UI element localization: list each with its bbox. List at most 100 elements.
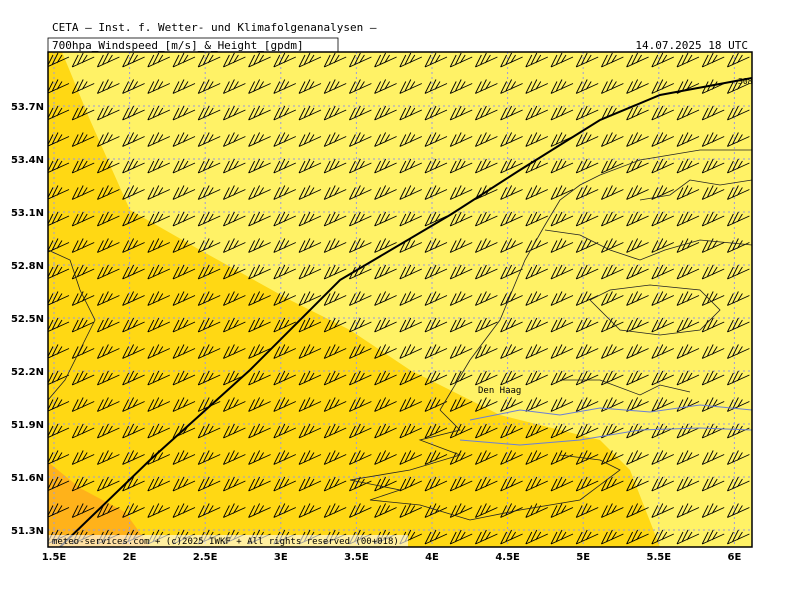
wind-barb [600,317,624,333]
lon-label: 1.5E [42,552,67,563]
wind-barb [575,317,599,333]
wind-barb [147,291,170,306]
wind-barb [575,185,599,200]
lat-label: 53.4N [11,155,44,166]
wind-barb [48,79,70,94]
wind-barb [651,185,674,200]
wind-barb [525,529,548,545]
wind-barb [626,238,649,253]
wind-barb [96,291,120,306]
wind-barb [676,52,700,68]
wind-barb [71,450,95,465]
wind-barb [575,79,599,94]
wind-barb [575,291,599,306]
wind-barb [122,503,145,518]
wind-barb [273,450,296,465]
wind-barb [753,186,775,200]
wind-barb [525,344,548,359]
wind-barb [600,185,624,200]
wind-barb [626,370,649,386]
wind-barb [651,370,674,386]
wind-barb [525,397,548,412]
lat-label: 51.9N [11,420,44,431]
wind-barb [48,503,70,518]
lat-label: 52.5N [11,314,44,325]
wind-barb [399,238,422,253]
wind-barb [172,476,196,492]
wind-barb [424,370,448,386]
wind-barb [172,344,196,359]
wind-barb [726,423,750,439]
wind-barb [600,211,624,227]
wind-barb [449,529,473,545]
footer-bg [48,535,408,547]
wind-barb [474,450,498,465]
wind-barb [122,158,145,174]
wind-barb [96,344,120,359]
wind-barb [48,423,70,439]
wind-barb [726,529,750,545]
wind-barb [500,370,523,386]
wind-barb [424,423,448,439]
wind-barb [550,79,574,94]
wind-barb [726,397,750,412]
wind-barb [626,344,649,359]
wind-barb [197,503,221,518]
wind-barb [399,264,422,280]
axis-labels: 1.5E 2E 2.5E 3E 3.5E 4E 4.5E 5E 5.5E 6E 53.7N 53.4N… [11,102,742,563]
wind-barb [525,79,548,94]
wind-barb [753,424,775,438]
wind-barb [147,344,170,359]
wind-barb [600,79,624,94]
wind-barb [600,503,624,518]
wind-barb [676,211,700,227]
wind-barb [676,132,700,147]
wind-barb [474,423,498,439]
wind-barb [424,158,448,174]
wind-barb [298,105,322,121]
wind-barb [600,344,624,359]
wind-barb [348,317,372,333]
wind-barb [550,105,574,121]
wind-barb [374,450,397,465]
wind-barb [273,476,296,492]
wind-barb [222,397,246,412]
wind-barb [424,105,448,121]
wind-barb [651,450,674,465]
wind-barb [147,211,170,227]
wind-barb [449,370,473,386]
wind-barb [525,238,548,253]
wind-barb [474,211,498,227]
wind-barb [424,344,448,359]
wind-barb [550,158,574,174]
wind-barb [424,211,448,227]
wind-barb [424,291,448,306]
wind-barb [399,158,422,174]
wind-barb [575,344,599,359]
wind-barb [197,423,221,439]
wind-barb [500,450,523,465]
wind-barb [96,185,120,200]
wind-barb [424,238,448,253]
wind-barb [222,211,246,227]
wind-barb [348,185,372,200]
wind-barb [374,264,397,280]
wind-barb [575,238,599,253]
lon-label: 4E [425,552,439,563]
wind-barb [651,476,674,492]
map-title: 700hpa_Windspeed_[m/s]_&_Height_[gpdm] [52,39,304,52]
wind-barb [222,476,246,492]
wind-barb [48,264,70,280]
wind-barb [449,105,473,121]
wind-barb [424,79,448,94]
wind-barb [122,211,145,227]
wind-barb [48,158,70,174]
wind-barb [273,238,296,253]
wind-barb [71,317,95,333]
wind-barb [348,105,372,121]
wind-barb [197,317,221,333]
wind-barb [374,423,397,439]
wind-barb [122,238,145,253]
wind-barb [172,423,196,439]
wind-barb [96,158,120,174]
